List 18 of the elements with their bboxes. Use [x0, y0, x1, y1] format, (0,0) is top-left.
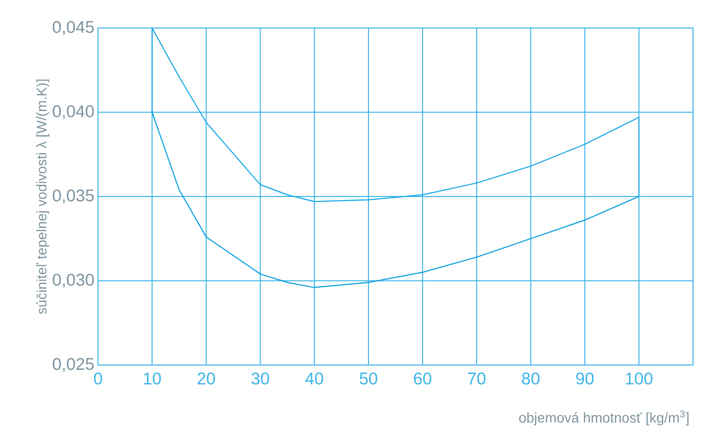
x-tick-label: 20: [198, 372, 215, 385]
x-tick-label: 80: [522, 372, 540, 385]
x-tick-label: 30: [252, 372, 270, 385]
y-axis-title: súčiniteľ tepelnej vodivosti λ [W/(m.K)]: [36, 80, 50, 314]
y-tick-label: 0,040: [52, 105, 94, 120]
y-tick-label: 0,035: [52, 189, 94, 204]
x-tick-label: 10: [144, 372, 161, 385]
y-tick-label: 0,045: [52, 20, 94, 35]
y-tick-label: 0,030: [52, 274, 94, 288]
y-tick-label: 0,025: [52, 358, 94, 372]
x-tick-label: 100: [626, 372, 652, 385]
x-tick-label: 60: [414, 372, 432, 385]
x-axis-title: objemová hmotnosť [kg/m$^{3}$]: [519, 410, 688, 426]
x-tick-label: 90: [576, 372, 594, 385]
x-tick-label: 70: [468, 372, 486, 385]
x-tick-label: 50: [360, 372, 378, 385]
x-tick-label: 0: [94, 372, 102, 385]
x-tick-label: 40: [305, 372, 324, 385]
